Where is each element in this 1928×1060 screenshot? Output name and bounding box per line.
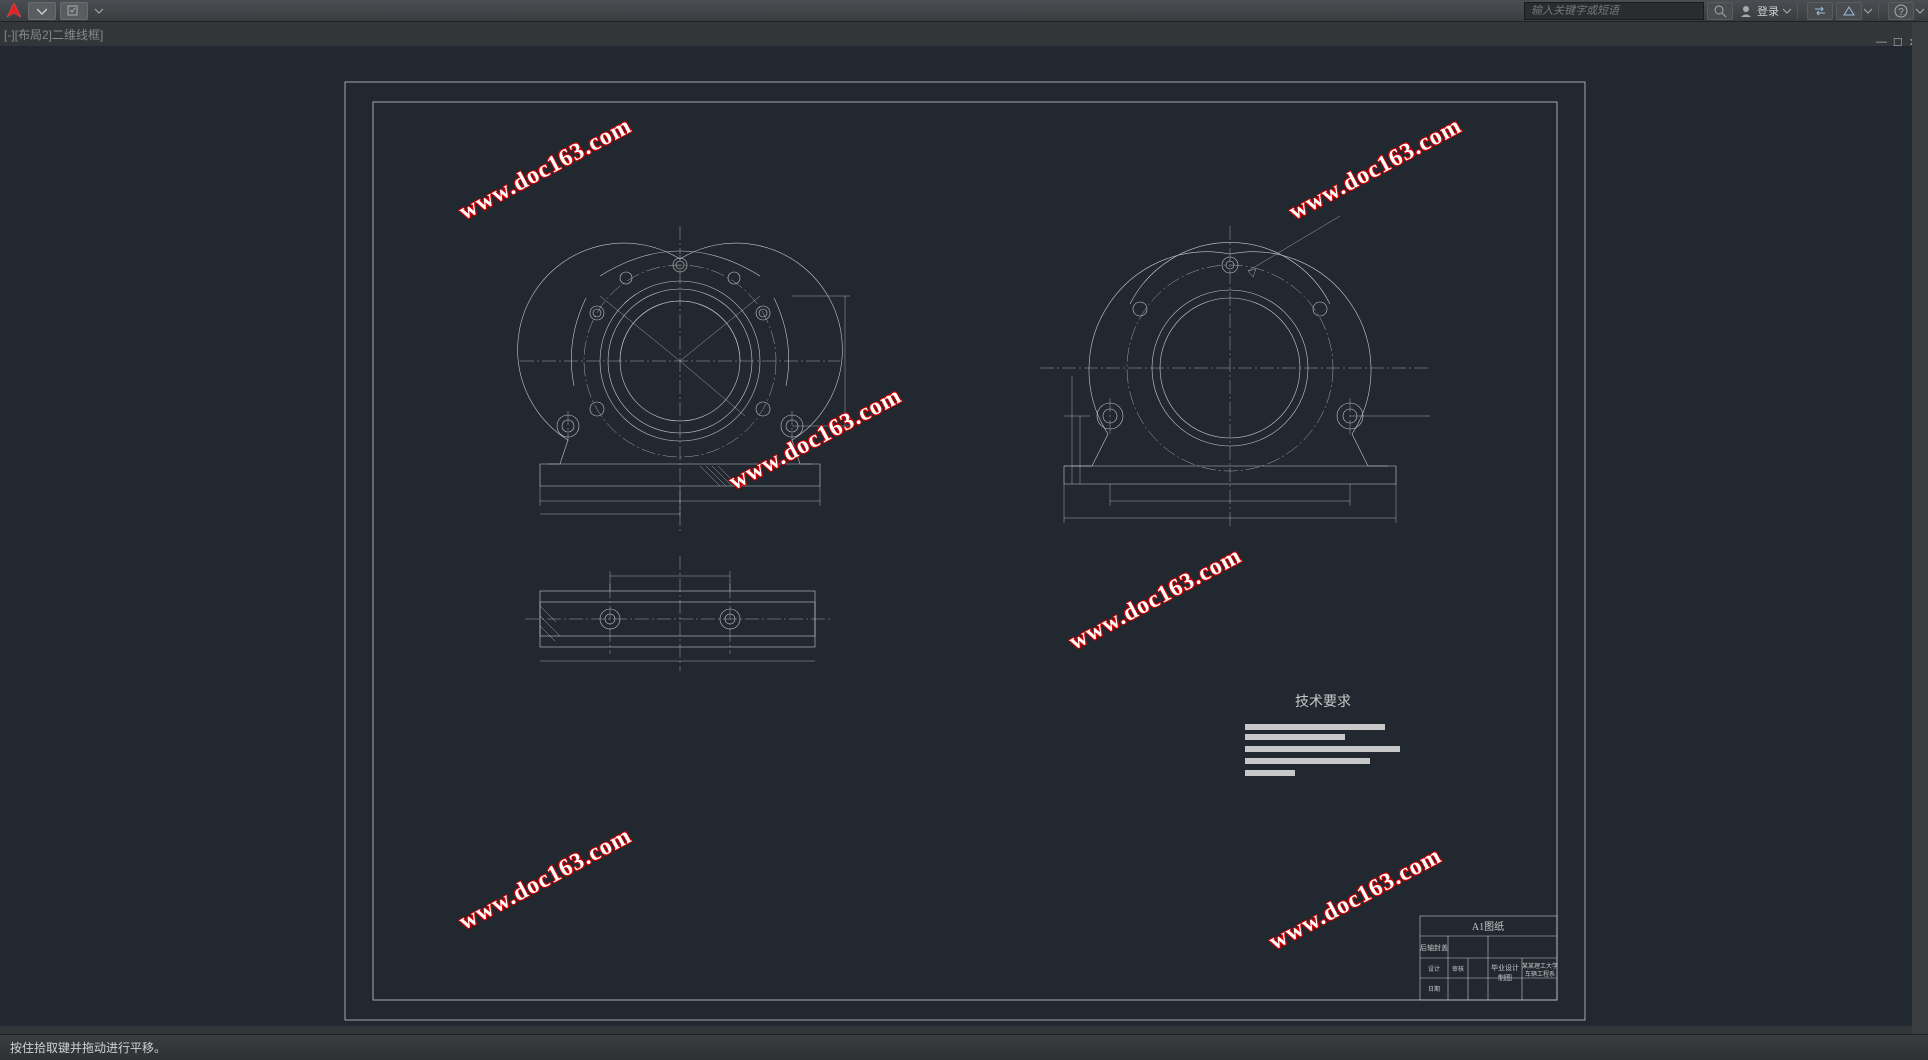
search-input[interactable] [1524,2,1704,20]
drawing-viewport[interactable]: 技术要求 A1图纸 后轴封盖 毕业设计 制图 某某理工大学 车辆工程系 设计 审… [0,46,1912,1026]
svg-text:技术要求: 技术要求 [1295,694,1351,710]
svg-text:设计: 设计 [1428,965,1440,973]
menubar: 登录 ? [0,0,1928,22]
title-block: A1图纸 后轴封盖 毕业设计 制图 某某理工大学 车辆工程系 设计 审核 日期 [1420,916,1558,1000]
user-icon [1739,4,1753,18]
svg-text:A1图纸: A1图纸 [1472,920,1504,933]
svg-text:后轴封盖: 后轴封盖 [1420,943,1448,952]
svg-text:毕业设计: 毕业设计 [1491,963,1519,972]
svg-text:某某理工大学: 某某理工大学 [1522,962,1558,970]
svg-text:日期: 日期 [1428,985,1440,993]
login-button[interactable]: 登录 [1739,3,1791,19]
cloud-button[interactable] [1836,2,1862,20]
viewport-tab-label: [-][布局2]二维线框] [4,26,103,43]
svg-text:车辆工程系: 车辆工程系 [1525,970,1555,978]
qat-dropdown[interactable] [92,2,106,20]
right-scrollbar-gutter [1912,22,1928,1034]
login-label: 登录 [1757,3,1779,19]
status-bar: 按住拾取键并拖动进行平移。 [0,1034,1928,1060]
drawing-view-side [1040,216,1430,526]
qat-button[interactable] [60,2,88,20]
svg-text:?: ? [1898,7,1904,18]
exchange-button[interactable] [1807,2,1833,20]
status-text: 按住拾取键并拖动进行平移。 [10,1039,166,1056]
drawing-view-top [525,556,830,671]
app-logo-icon [4,1,24,21]
search-button[interactable] [1707,2,1733,20]
svg-text:制图: 制图 [1498,973,1512,982]
drawing-view-front [518,226,850,531]
drawing-canvas: 技术要求 A1图纸 后轴封盖 毕业设计 制图 某某理工大学 车辆工程系 设计 审… [0,46,1912,1026]
help-button[interactable]: ? [1888,2,1914,20]
app-menu-dropdown[interactable] [28,2,56,20]
svg-text:审核: 审核 [1452,965,1464,973]
tech-requirements: 技术要求 [1245,694,1400,776]
